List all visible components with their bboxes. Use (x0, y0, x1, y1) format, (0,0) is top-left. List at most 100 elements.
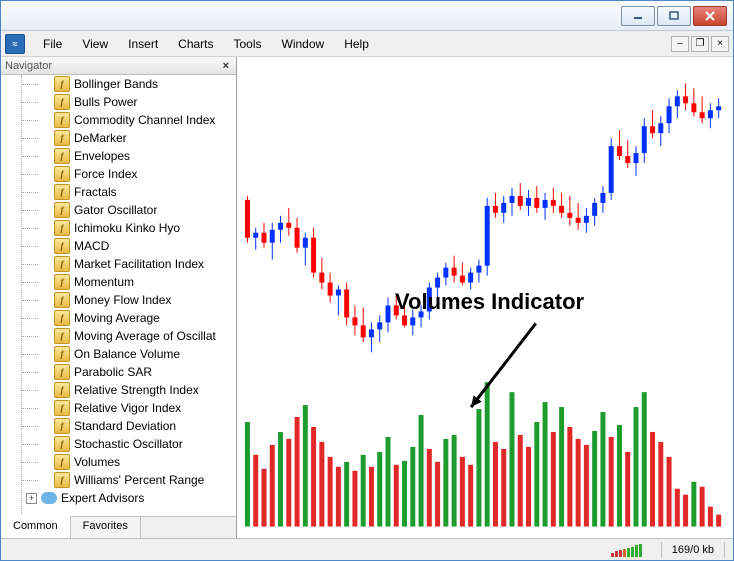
tab-favorites[interactable]: Favorites (71, 517, 141, 538)
tree-item-label: Ichimoku Kinko Hyo (74, 221, 180, 235)
tree-item[interactable]: f Parabolic SAR (40, 363, 236, 381)
indicator-icon: f (54, 202, 70, 218)
tree-item-label: Standard Deviation (74, 419, 176, 433)
tree-item-label: DeMarker (74, 131, 127, 145)
indicator-icon: f (54, 382, 70, 398)
tree-item[interactable]: f Bollinger Bands (40, 75, 236, 93)
navigator-tree[interactable]: f Bollinger Bands f Bulls Power f Commodity C… (1, 75, 236, 516)
indicator-icon: f (54, 76, 70, 92)
tree-item[interactable]: f Relative Vigor Index (40, 399, 236, 417)
menu-help[interactable]: Help (334, 33, 379, 55)
indicator-icon: f (54, 130, 70, 146)
tree-item[interactable]: f Force Index (40, 165, 236, 183)
menu-view[interactable]: View (72, 33, 118, 55)
tree-item-label: Gator Oscillator (74, 203, 157, 217)
menu-charts[interactable]: Charts (168, 33, 223, 55)
cloud-icon (41, 492, 57, 504)
indicator-icon: f (54, 472, 70, 488)
indicator-icon: f (54, 346, 70, 362)
close-button[interactable] (693, 6, 727, 26)
tree-item-label: Stochastic Oscillator (74, 437, 183, 451)
tree-item[interactable]: f Market Facilitation Index (40, 255, 236, 273)
indicator-icon: f (54, 184, 70, 200)
tree-item-expert-advisors[interactable]: +Expert Advisors (26, 489, 236, 507)
navigator-panel: Navigator × f Bollinger Bands f Bulls Power… (1, 57, 237, 538)
tree-item[interactable]: f Stochastic Oscillator (40, 435, 236, 453)
indicator-icon: f (54, 94, 70, 110)
tree-item-label: Volumes (74, 455, 120, 469)
tree-item-label: Market Facilitation Index (74, 257, 204, 271)
tree-item[interactable]: f Bulls Power (40, 93, 236, 111)
tree-item-label: Commodity Channel Index (74, 113, 215, 127)
tree-item-label: Relative Vigor Index (74, 401, 181, 415)
tree-item[interactable]: f Money Flow Index (40, 291, 236, 309)
maximize-button[interactable] (657, 6, 691, 26)
tree-item-label: Bulls Power (74, 95, 137, 109)
tree-item[interactable]: f Moving Average (40, 309, 236, 327)
doc-close-button[interactable]: × (711, 36, 729, 52)
tree-item[interactable]: f Commodity Channel Index (40, 111, 236, 129)
tree-item-label: Parabolic SAR (74, 365, 152, 379)
tree-item-label: Moving Average of Oscillat (74, 329, 216, 343)
menu-file[interactable]: File (33, 33, 72, 55)
tree-item-label: Envelopes (74, 149, 130, 163)
status-kb: 169/0 kb (672, 544, 714, 556)
tree-item-label: Moving Average (74, 311, 160, 325)
doc-minimize-button[interactable]: – (671, 36, 689, 52)
indicator-icon: f (54, 454, 70, 470)
tree-item[interactable]: f Ichimoku Kinko Hyo (40, 219, 236, 237)
tree-item-label: Fractals (74, 185, 117, 199)
chart-canvas (237, 57, 733, 538)
tree-item-label: Bollinger Bands (74, 77, 158, 91)
indicator-icon: f (54, 364, 70, 380)
indicator-icon: f (54, 418, 70, 434)
tree-item[interactable]: f Standard Deviation (40, 417, 236, 435)
expand-icon[interactable]: + (26, 493, 37, 504)
tab-common[interactable]: Common (1, 516, 71, 538)
tree-item[interactable]: f Relative Strength Index (40, 381, 236, 399)
content-area: Navigator × f Bollinger Bands f Bulls Power… (1, 57, 733, 538)
minimize-button[interactable] (621, 6, 655, 26)
tree-item[interactable]: f On Balance Volume (40, 345, 236, 363)
indicator-icon: f (54, 274, 70, 290)
navigator-title: Navigator (5, 60, 52, 72)
menu-tools[interactable]: Tools (224, 33, 272, 55)
indicator-icon: f (54, 310, 70, 326)
tree-item[interactable]: f DeMarker (40, 129, 236, 147)
indicator-icon: f (54, 256, 70, 272)
tree-item[interactable]: f Envelopes (40, 147, 236, 165)
indicator-icon: f (54, 436, 70, 452)
tree-item-label: MACD (74, 239, 109, 253)
titlebar (1, 1, 733, 31)
indicator-icon: f (54, 112, 70, 128)
tree-item-label: Money Flow Index (74, 293, 171, 307)
tree-item[interactable]: f Momentum (40, 273, 236, 291)
connection-bars-icon (611, 543, 651, 557)
doc-restore-button[interactable]: ❐ (691, 36, 709, 52)
menu-insert[interactable]: Insert (118, 33, 168, 55)
navigator-close-icon[interactable]: × (220, 60, 232, 72)
tree-item[interactable]: f Fractals (40, 183, 236, 201)
tree-item[interactable]: f Moving Average of Oscillat (40, 327, 236, 345)
app-window: ≈ File View Insert Charts Tools Window H… (0, 0, 734, 561)
tree-item[interactable]: f Williams' Percent Range (40, 471, 236, 489)
indicator-icon: f (54, 238, 70, 254)
tree-item[interactable]: f MACD (40, 237, 236, 255)
tree-item-label: Relative Strength Index (74, 383, 199, 397)
indicator-icon: f (54, 292, 70, 308)
statusbar: 169/0 kb (1, 538, 733, 560)
tree-item-label: On Balance Volume (74, 347, 180, 361)
tree-item-label: Force Index (74, 167, 137, 181)
tree-item[interactable]: f Gator Oscillator (40, 201, 236, 219)
tree-item-label: Williams' Percent Range (74, 473, 204, 487)
navigator-header: Navigator × (1, 57, 236, 75)
menu-window[interactable]: Window (272, 33, 335, 55)
tree-item-label: Momentum (74, 275, 134, 289)
indicator-icon: f (54, 400, 70, 416)
indicator-icon: f (54, 328, 70, 344)
chart-area[interactable]: Volumes Indicator (237, 57, 733, 538)
indicator-icon: f (54, 166, 70, 182)
indicator-icon: f (54, 220, 70, 236)
tree-item[interactable]: f Volumes (40, 453, 236, 471)
indicator-icon: f (54, 148, 70, 164)
